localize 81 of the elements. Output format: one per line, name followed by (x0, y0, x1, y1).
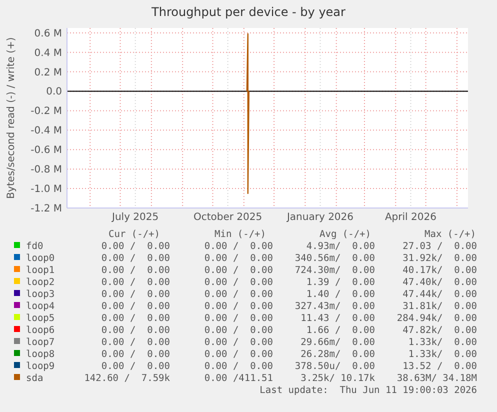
text: 0.00 / 0.00 (204, 313, 274, 324)
y-tick-label: 0.6 M (34, 28, 62, 40)
text: 0.00 / 0.00 (204, 301, 274, 312)
text: Max (-/+) (424, 229, 476, 240)
legend-label: sda (26, 373, 44, 384)
text: 29.66m/ 0.00 (300, 337, 376, 348)
legend-label: loop7 (26, 337, 55, 348)
text: 1.33k/ 0.00 (408, 349, 478, 360)
text: Avg (-/+) (320, 229, 371, 240)
y-tick-label: -0.8 M (30, 164, 62, 176)
text: 1.39 / 0.00 (306, 277, 376, 288)
x-tick-label: April 2026 (384, 212, 436, 223)
text: 27.03 / 0.00 (402, 241, 478, 252)
y-tick-label: 0.4 M (34, 48, 62, 59)
y-tick-label: -0.2 M (30, 106, 62, 118)
text: 3.25k/ 10.17k (300, 373, 376, 384)
text: 0.00 / 0.00 (101, 253, 170, 264)
text: 0.00 / 0.00 (101, 325, 170, 336)
text: 0.00 /411.51 (204, 373, 274, 384)
text: 31.81k/ 0.00 (402, 301, 478, 312)
legend-label: loop6 (26, 325, 55, 336)
y-tick-label: 0.0 (46, 86, 62, 98)
text: 0.00 / 0.00 (101, 241, 170, 252)
text: 0.00 / 0.00 (204, 265, 274, 276)
legend-label: loop1 (26, 265, 55, 276)
y-tick-label: -0.4 M (30, 126, 62, 137)
text: 724.30m/ 0.00 (294, 265, 376, 276)
text: 327.43m/ 0.00 (294, 301, 376, 312)
legend-label: loop0 (26, 253, 55, 264)
x-tick-label: October 2025 (193, 212, 262, 223)
text: 4.93m/ 0.00 (306, 241, 376, 252)
text: Cur (-/+) (108, 229, 160, 240)
text: 0.00 / 0.00 (101, 289, 170, 300)
text: 1.40 / 0.00 (306, 289, 376, 300)
text: 1.33k/ 0.00 (408, 337, 478, 348)
legend-label: fd0 (26, 241, 44, 252)
text: 0.00 / 0.00 (101, 265, 170, 276)
text: 340.56m/ 0.00 (294, 253, 376, 264)
text: 47.82k/ 0.00 (402, 325, 478, 336)
legend-label: loop4 (26, 301, 55, 312)
text: 378.50u/ 0.00 (294, 361, 376, 372)
legend-label: loop3 (26, 289, 55, 300)
text: 1.66 / 0.00 (306, 325, 376, 336)
text: 11.43 / 0.00 (300, 313, 376, 324)
chart-title: Throughput per device - by year (150, 5, 346, 19)
text: 26.28m/ 0.00 (300, 349, 376, 360)
y-tick-label: -1.2 M (30, 204, 62, 214)
text: 0.00 / 0.00 (204, 325, 274, 336)
text: 31.92k/ 0.00 (402, 253, 478, 264)
text: 0.00 / 0.00 (204, 289, 274, 300)
text: 142.60 / 7.59k (84, 373, 170, 384)
text: Min (-/+) (214, 229, 266, 240)
x-tick-label: January 2026 (286, 212, 354, 223)
text: 0.00 / 0.00 (204, 361, 274, 372)
x-tick-label: July 2025 (111, 212, 159, 223)
legend-label: loop2 (26, 277, 55, 288)
legend-label: loop9 (26, 361, 55, 372)
legend-label: loop5 (26, 313, 55, 324)
text: 0.00 / 0.00 (204, 337, 274, 348)
text: 47.44k/ 0.00 (402, 289, 478, 300)
y-tick-label: 0.2 M (34, 67, 62, 78)
text: 0.00 / 0.00 (204, 277, 274, 288)
text: 0.00 / 0.00 (101, 277, 170, 288)
text: 0.00 / 0.00 (101, 361, 170, 372)
legend-label: loop8 (26, 349, 55, 360)
text: 0.00 / 0.00 (204, 241, 274, 252)
text: 13.52 / 0.00 (402, 361, 478, 372)
text: 40.17k/ 0.00 (402, 265, 478, 276)
text: 38.63M/ 34.18M (396, 373, 478, 384)
text: 0.00 / 0.00 (101, 337, 170, 348)
text: 0.00 / 0.00 (101, 313, 170, 324)
text: Last update: Thu Jun 11 19:00:03 2026 (260, 385, 478, 396)
text: 284.94k/ 0.00 (396, 313, 478, 324)
y-tick-label: -0.6 M (30, 145, 62, 156)
text: 0.00 / 0.00 (101, 301, 170, 312)
y-tick-label: -1.0 M (30, 184, 62, 196)
text: 0.00 / 0.00 (204, 253, 274, 264)
text: 0.00 / 0.00 (204, 349, 274, 360)
text: 47.40k/ 0.00 (402, 277, 478, 288)
text: 0.00 / 0.00 (101, 349, 170, 360)
y-axis-title: Bytes/second read (-) / write (+) (6, 37, 17, 199)
